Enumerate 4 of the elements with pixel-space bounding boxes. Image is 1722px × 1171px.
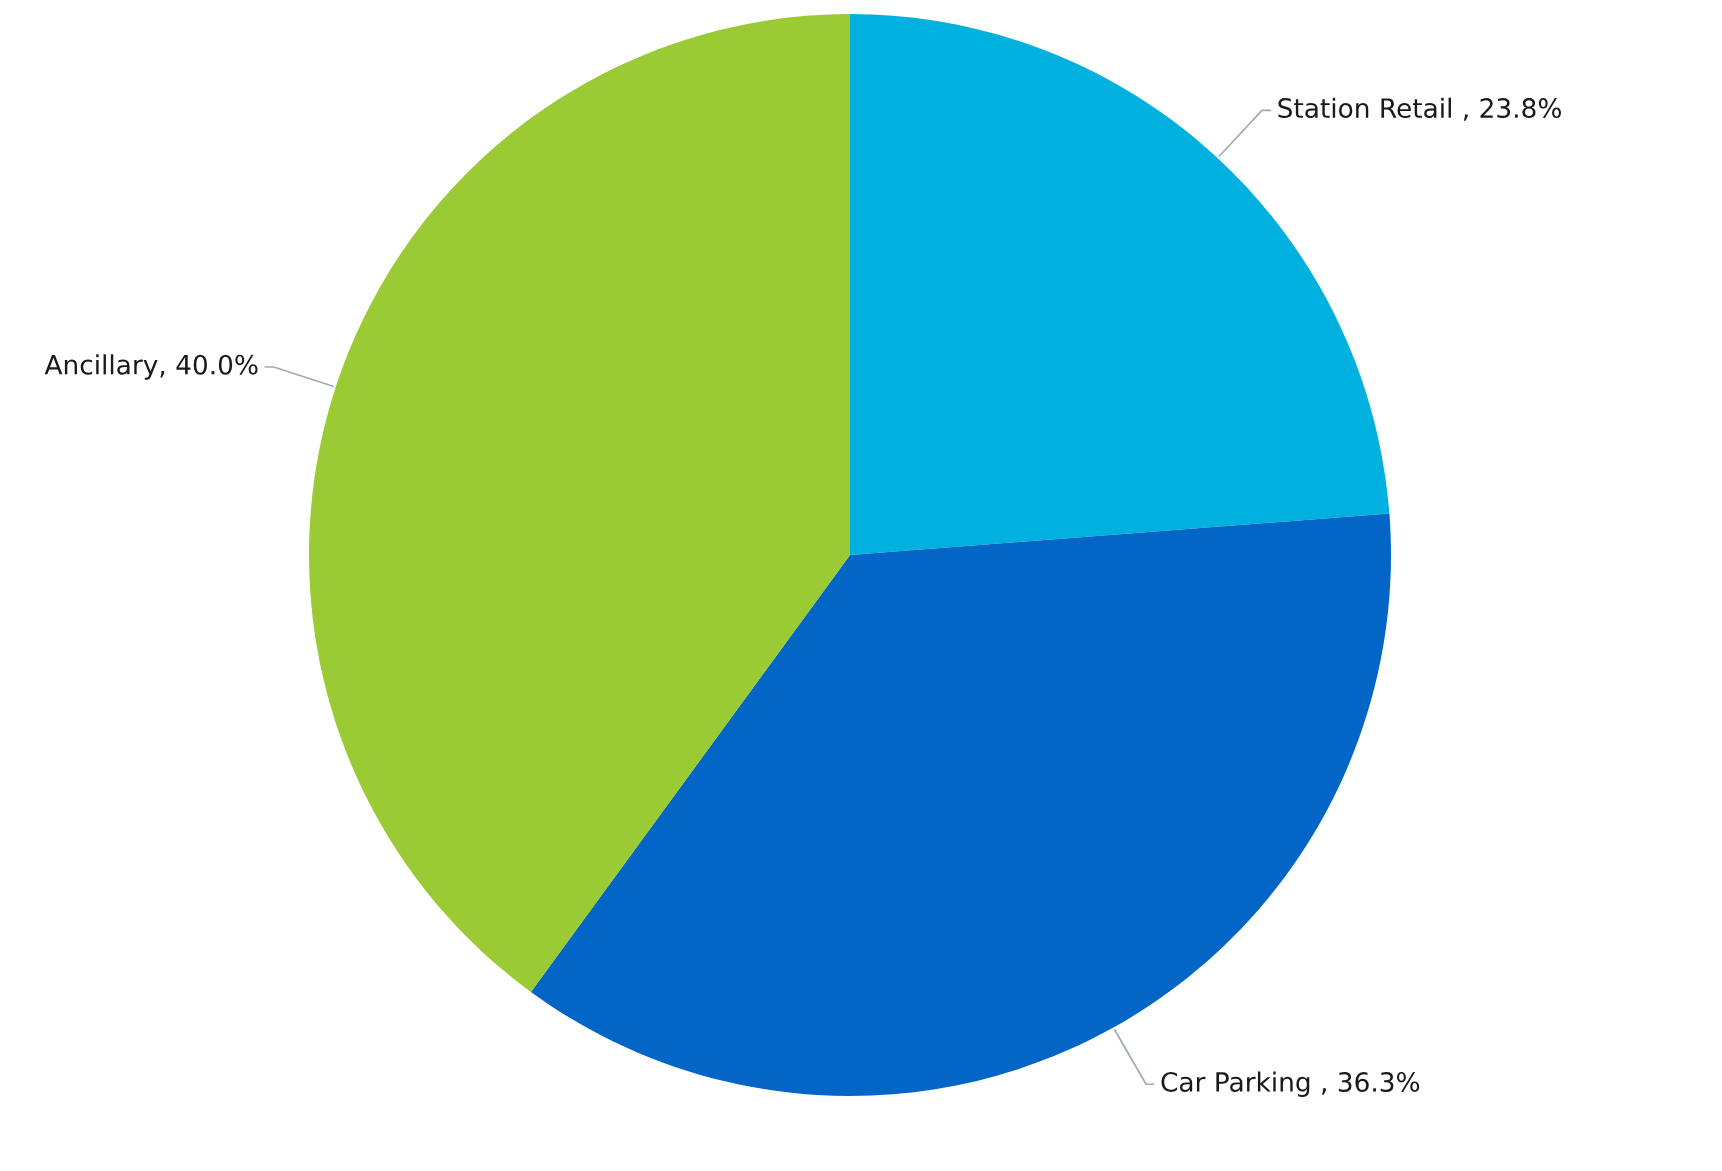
slice-label: Station Retail , 23.8% (1278, 97, 1561, 121)
slice-label: Car Parking , 36.3% (1161, 1071, 1420, 1098)
pie-slice (309, 14, 850, 992)
slice-label: Ancillary, 40.0% (44, 354, 258, 380)
